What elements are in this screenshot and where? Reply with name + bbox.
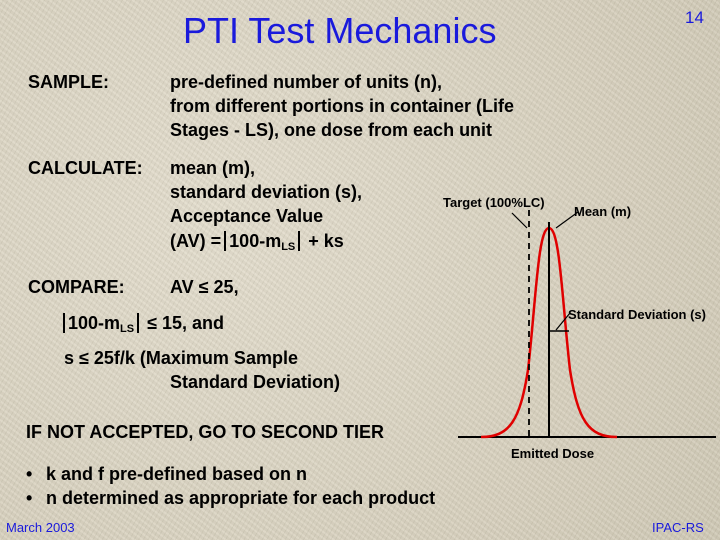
av-subscript: LS: [281, 241, 296, 253]
compare-av-line: AV ≤ 25,: [170, 277, 239, 297]
sd-label: Standard Deviation (s): [568, 307, 706, 322]
calculate-label: CALCULATE:: [28, 158, 143, 178]
bullet-item-1: • k and f pre-defined based on n: [26, 464, 308, 484]
sample-line-3: Stages - LS), one dose from each unit: [170, 120, 493, 140]
compare-label: COMPARE:: [28, 277, 125, 297]
mean-label: Mean (m): [574, 204, 632, 219]
compare-s-line: s ≤ 25f/k (Maximum Sample: [64, 348, 298, 368]
av-prefix: (AV) =: [170, 231, 222, 251]
abs-bar-left-2: [63, 313, 65, 333]
target-leader-line: [511, 212, 528, 229]
abs-bar-right: [298, 231, 301, 251]
sample-line-2: from different portions in container (Li…: [170, 96, 515, 116]
sample-label: SAMPLE:: [28, 72, 109, 92]
not-accepted-text: IF NOT ACCEPTED, GO TO SECOND TIER: [26, 422, 385, 442]
target-label: Target (100%LC): [443, 195, 545, 210]
av-formula: (AV) = 100-mLS + ks: [170, 229, 344, 259]
calculate-line-1: mean (m),: [170, 158, 256, 178]
abs-bar-right-2: [137, 313, 140, 333]
footer-date: March 2003: [6, 520, 75, 535]
sample-line-1: pre-defined number of units (n),: [170, 72, 442, 92]
av-suffix: + ks: [308, 231, 344, 251]
page-number: 14: [685, 8, 704, 27]
compare-abs-line: 100-mLS ≤ 15, and: [60, 311, 224, 341]
calculate-line-3: Acceptance Value: [170, 206, 324, 226]
compare-s-line-2: Standard Deviation): [170, 372, 341, 392]
footer-org: IPAC-RS: [652, 520, 704, 535]
abs-suffix: ≤ 15, and: [147, 313, 225, 333]
abs-subscript: LS: [120, 323, 135, 335]
page-title: PTI Test Mechanics: [183, 10, 497, 51]
bullet-item-2: • n determined as appropriate for each pr…: [26, 488, 436, 508]
abs-core: 100-m: [68, 313, 121, 333]
mean-leader-line: [555, 211, 579, 229]
sd-leader-line: [555, 312, 571, 331]
abs-bar-left: [224, 231, 227, 251]
calculate-line-2: standard deviation (s),: [170, 182, 363, 202]
av-core: 100-m: [229, 231, 282, 251]
emitted-dose-label: Emitted Dose: [511, 446, 595, 461]
